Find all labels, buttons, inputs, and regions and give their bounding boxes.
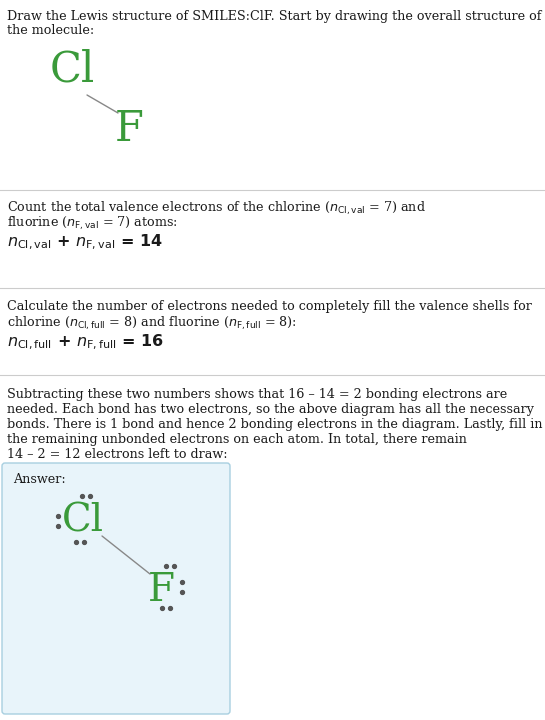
Text: needed. Each bond has two electrons, so the above diagram has all the necessary: needed. Each bond has two electrons, so … <box>7 403 534 416</box>
Text: F: F <box>115 108 144 150</box>
Text: Cl: Cl <box>62 502 104 539</box>
FancyBboxPatch shape <box>2 463 230 714</box>
Text: the remaining unbonded electrons on each atom. In total, there remain: the remaining unbonded electrons on each… <box>7 433 467 446</box>
Text: F: F <box>148 572 175 609</box>
Text: Cl: Cl <box>50 48 95 90</box>
Text: Count the total valence electrons of the chlorine ($n_{\mathrm{Cl,val}}$ = 7) an: Count the total valence electrons of the… <box>7 200 426 217</box>
Text: Calculate the number of electrons needed to completely fill the valence shells f: Calculate the number of electrons needed… <box>7 300 532 313</box>
Text: Draw the Lewis structure of SMILES:ClF. Start by drawing the overall structure o: Draw the Lewis structure of SMILES:ClF. … <box>7 10 542 23</box>
Text: bonds. There is 1 bond and hence 2 bonding electrons in the diagram. Lastly, fil: bonds. There is 1 bond and hence 2 bondi… <box>7 418 542 431</box>
Text: chlorine ($n_{\mathrm{Cl,full}}$ = 8) and fluorine ($n_{\mathrm{F,full}}$ = 8):: chlorine ($n_{\mathrm{Cl,full}}$ = 8) an… <box>7 315 297 332</box>
Text: Subtracting these two numbers shows that 16 – 14 = 2 bonding electrons are: Subtracting these two numbers shows that… <box>7 388 507 401</box>
Text: 14 – 2 = 12 electrons left to draw:: 14 – 2 = 12 electrons left to draw: <box>7 448 228 461</box>
Text: $n_{\mathrm{Cl,val}}$ + $n_{\mathrm{F,val}}$ = 14: $n_{\mathrm{Cl,val}}$ + $n_{\mathrm{F,va… <box>7 233 163 252</box>
Text: fluorine ($n_{\mathrm{F,val}}$ = 7) atoms:: fluorine ($n_{\mathrm{F,val}}$ = 7) atom… <box>7 215 178 232</box>
Text: Answer:: Answer: <box>13 473 66 486</box>
Text: $n_{\mathrm{Cl,full}}$ + $n_{\mathrm{F,full}}$ = 16: $n_{\mathrm{Cl,full}}$ + $n_{\mathrm{F,f… <box>7 333 164 352</box>
Text: the molecule:: the molecule: <box>7 24 94 37</box>
